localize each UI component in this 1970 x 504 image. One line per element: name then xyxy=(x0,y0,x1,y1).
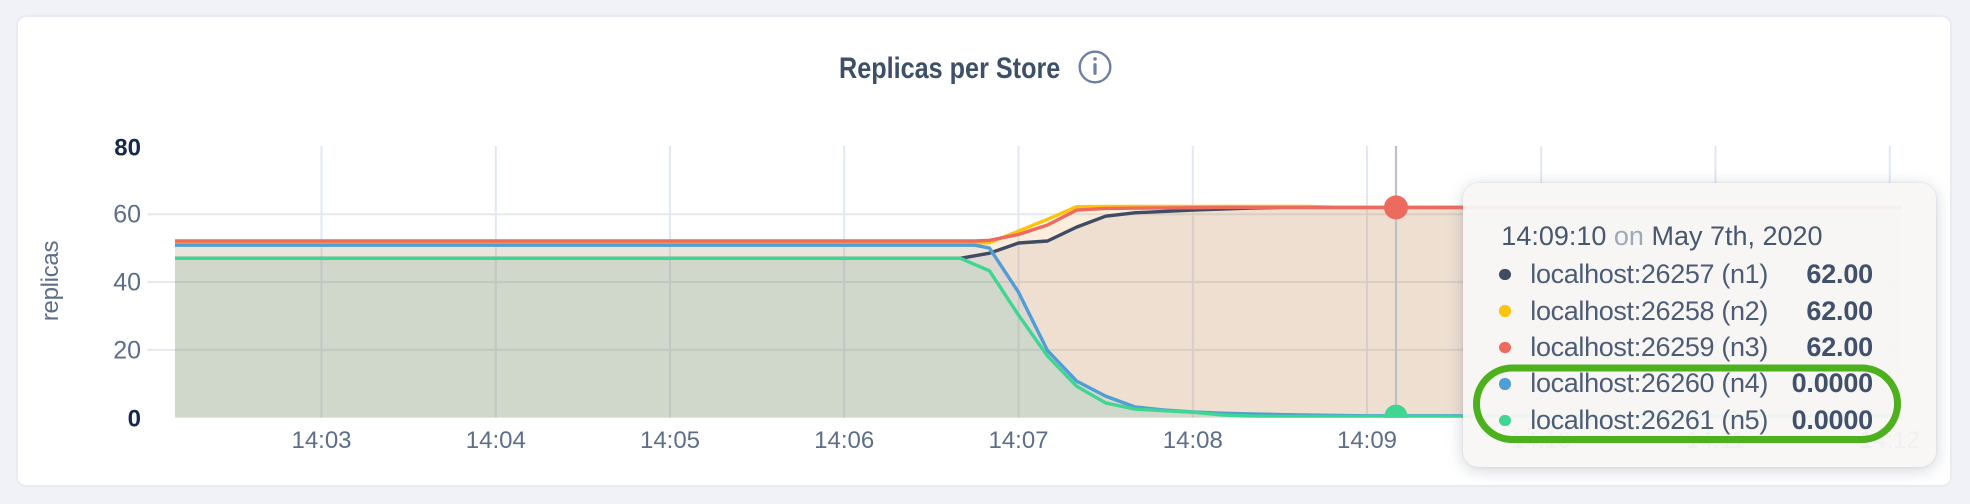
svg-text:0: 0 xyxy=(128,405,141,432)
svg-text:14:06: 14:06 xyxy=(814,427,874,454)
svg-text:14:03: 14:03 xyxy=(291,427,351,454)
svg-text:40: 40 xyxy=(113,269,141,297)
svg-text:14:04: 14:04 xyxy=(466,427,526,454)
svg-text:14:07: 14:07 xyxy=(988,427,1048,454)
svg-text:14:08: 14:08 xyxy=(1163,427,1223,454)
svg-text:14:05: 14:05 xyxy=(640,427,700,454)
svg-text:20: 20 xyxy=(113,336,141,364)
svg-text:14:09: 14:09 xyxy=(1337,427,1397,454)
svg-text:60: 60 xyxy=(113,201,141,229)
svg-text:80: 80 xyxy=(114,134,141,161)
svg-text:replicas: replicas xyxy=(37,241,64,322)
